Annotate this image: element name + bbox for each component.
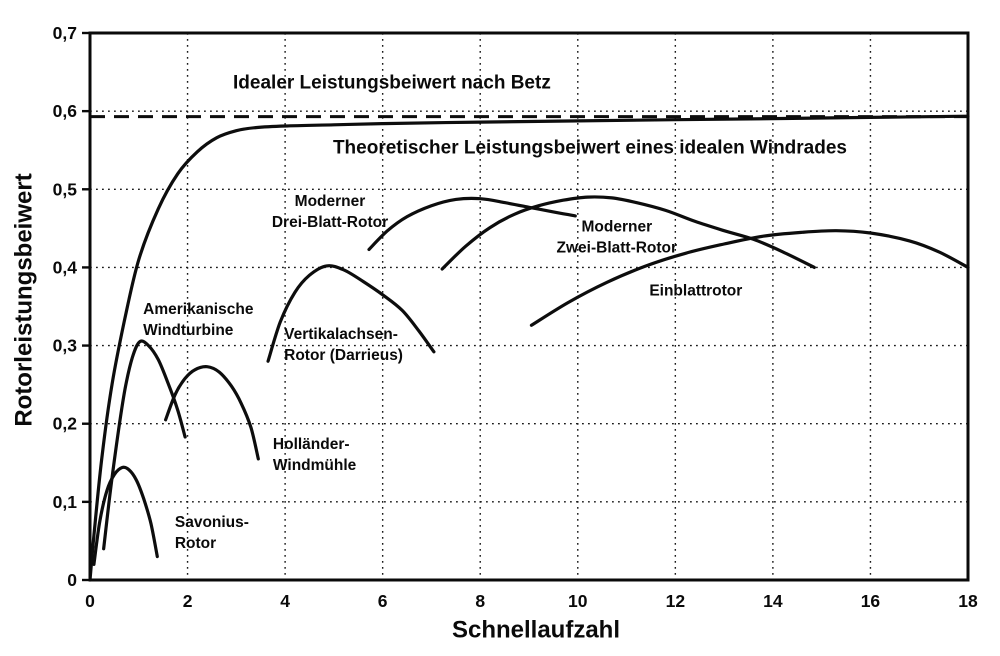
theoretical-label-line: Theoretischer Leistungsbeiwert eines ide… <box>333 137 847 158</box>
x-tick-label: 8 <box>475 591 485 611</box>
betz-limit-label-line: Idealer Leistungsbeiwert nach Betz <box>233 73 551 94</box>
zwei-blatt-label: Moderner Zwei-Blatt-Rotor <box>557 219 678 257</box>
plot-frame <box>88 31 970 582</box>
y-tick-label: 0,5 <box>53 179 78 199</box>
curve-hollaender-windmuehle <box>164 365 260 461</box>
y-tick-label: 0,2 <box>53 414 78 434</box>
drei-blatt-label-line: Moderner <box>295 193 366 210</box>
amerikanische-label-line: Amerikanische <box>143 301 254 318</box>
amerikanische-label: Amerikanische Windturbine <box>143 301 254 339</box>
x-tick-label: 0 <box>85 591 95 611</box>
x-tick-label: 14 <box>763 591 783 611</box>
x-tick-label: 2 <box>183 591 193 611</box>
x-tick-label: 12 <box>666 591 686 611</box>
hollaender-label-line: Holländer- <box>273 436 350 453</box>
curve-moderner-drei-blatt-rotor <box>367 196 577 252</box>
curve-moderner-zwei-blatt-rotor <box>440 195 816 271</box>
theoretical-label: Theoretischer Leistungsbeiwert eines ide… <box>333 137 847 158</box>
einblatt-label: Einblattrotor <box>649 282 742 299</box>
curve-einblattrotor <box>529 229 970 327</box>
y-tick-label: 0,7 <box>53 23 77 43</box>
x-axis-title: Schnellaufzahl <box>452 617 620 644</box>
y-axis-title: Rotorleistungsbeiwert <box>11 173 38 426</box>
betz-limit-label: Idealer Leistungsbeiwert nach Betz <box>233 73 551 94</box>
y-tick-label: 0,4 <box>53 257 78 277</box>
x-tick-label: 6 <box>378 591 388 611</box>
y-tick-label: 0,6 <box>53 101 78 121</box>
vertikalachsen-label-line: Rotor (Darrieus) <box>284 347 403 364</box>
drei-blatt-label-line: Drei-Blatt-Rotor <box>272 214 388 231</box>
vertikalachsen-label-line: Vertikalachsen- <box>284 326 398 343</box>
y-tick-label: 0 <box>67 570 77 590</box>
hollaender-label: Holländer- Windmühle <box>273 436 357 474</box>
y-tick-label: 0,3 <box>53 336 78 356</box>
curve-savonius-rotor <box>92 465 159 566</box>
savonius-label-line: Savonius- <box>175 514 249 531</box>
savonius-label: Savonius- Rotor <box>175 514 249 552</box>
hollaender-label-line: Windmühle <box>273 457 357 474</box>
curve-vertikalachsen-rotor-darrieus <box>266 264 436 363</box>
zwei-blatt-label-line: Zwei-Blatt-Rotor <box>557 240 678 257</box>
drei-blatt-label: Moderner Drei-Blatt-Rotor <box>272 193 388 231</box>
curve-theoretical-ideal-rotor <box>88 114 970 582</box>
x-tick-label: 18 <box>958 591 978 611</box>
savonius-label-line: Rotor <box>175 535 216 552</box>
curve-amerikanische-windturbine <box>102 339 187 551</box>
x-tick-label: 4 <box>280 591 290 611</box>
vertikalachsen-label: Vertikalachsen- Rotor (Darrieus) <box>284 326 403 364</box>
y-tick-label: 0,1 <box>53 492 78 512</box>
einblatt-label-line: Einblattrotor <box>649 282 742 299</box>
x-tick-label: 16 <box>861 591 881 611</box>
amerikanische-label-line: Windturbine <box>143 322 234 339</box>
x-tick-label: 10 <box>568 591 588 611</box>
zwei-blatt-label-line: Moderner <box>581 219 652 236</box>
